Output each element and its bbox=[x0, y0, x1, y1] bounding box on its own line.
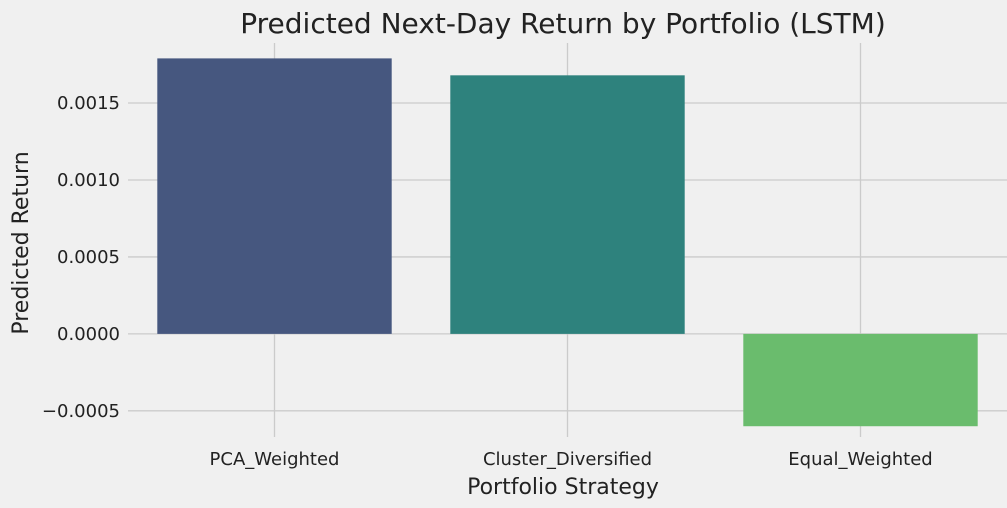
chart-title: Predicted Next-Day Return by Portfolio (… bbox=[240, 7, 886, 40]
y-axis-label: Predicted Return bbox=[9, 151, 34, 334]
bar-cluster-diversified bbox=[450, 75, 685, 334]
y-tick-label: −0.0005 bbox=[42, 401, 120, 422]
x-tick-labels: PCA_Weighted Cluster_Diversified Equal_Wei… bbox=[210, 449, 933, 470]
x-tick-label: Cluster_Diversified bbox=[483, 449, 652, 470]
x-axis-label: Portfolio Strategy bbox=[467, 475, 659, 500]
x-tick-label: PCA_Weighted bbox=[210, 449, 340, 470]
y-tick-label: 0.0010 bbox=[57, 170, 120, 191]
bar-pca-weighted bbox=[157, 58, 392, 334]
bar-equal-weighted bbox=[743, 333, 978, 427]
bars bbox=[157, 58, 978, 427]
y-tick-label: 0.0005 bbox=[57, 247, 120, 268]
y-tick-label: 0.0000 bbox=[57, 324, 120, 345]
y-tick-label: 0.0015 bbox=[57, 93, 120, 114]
x-tick-label: Equal_Weighted bbox=[788, 449, 932, 470]
y-tick-labels: −0.0005 0.0000 0.0005 0.0010 0.0015 bbox=[42, 93, 120, 422]
